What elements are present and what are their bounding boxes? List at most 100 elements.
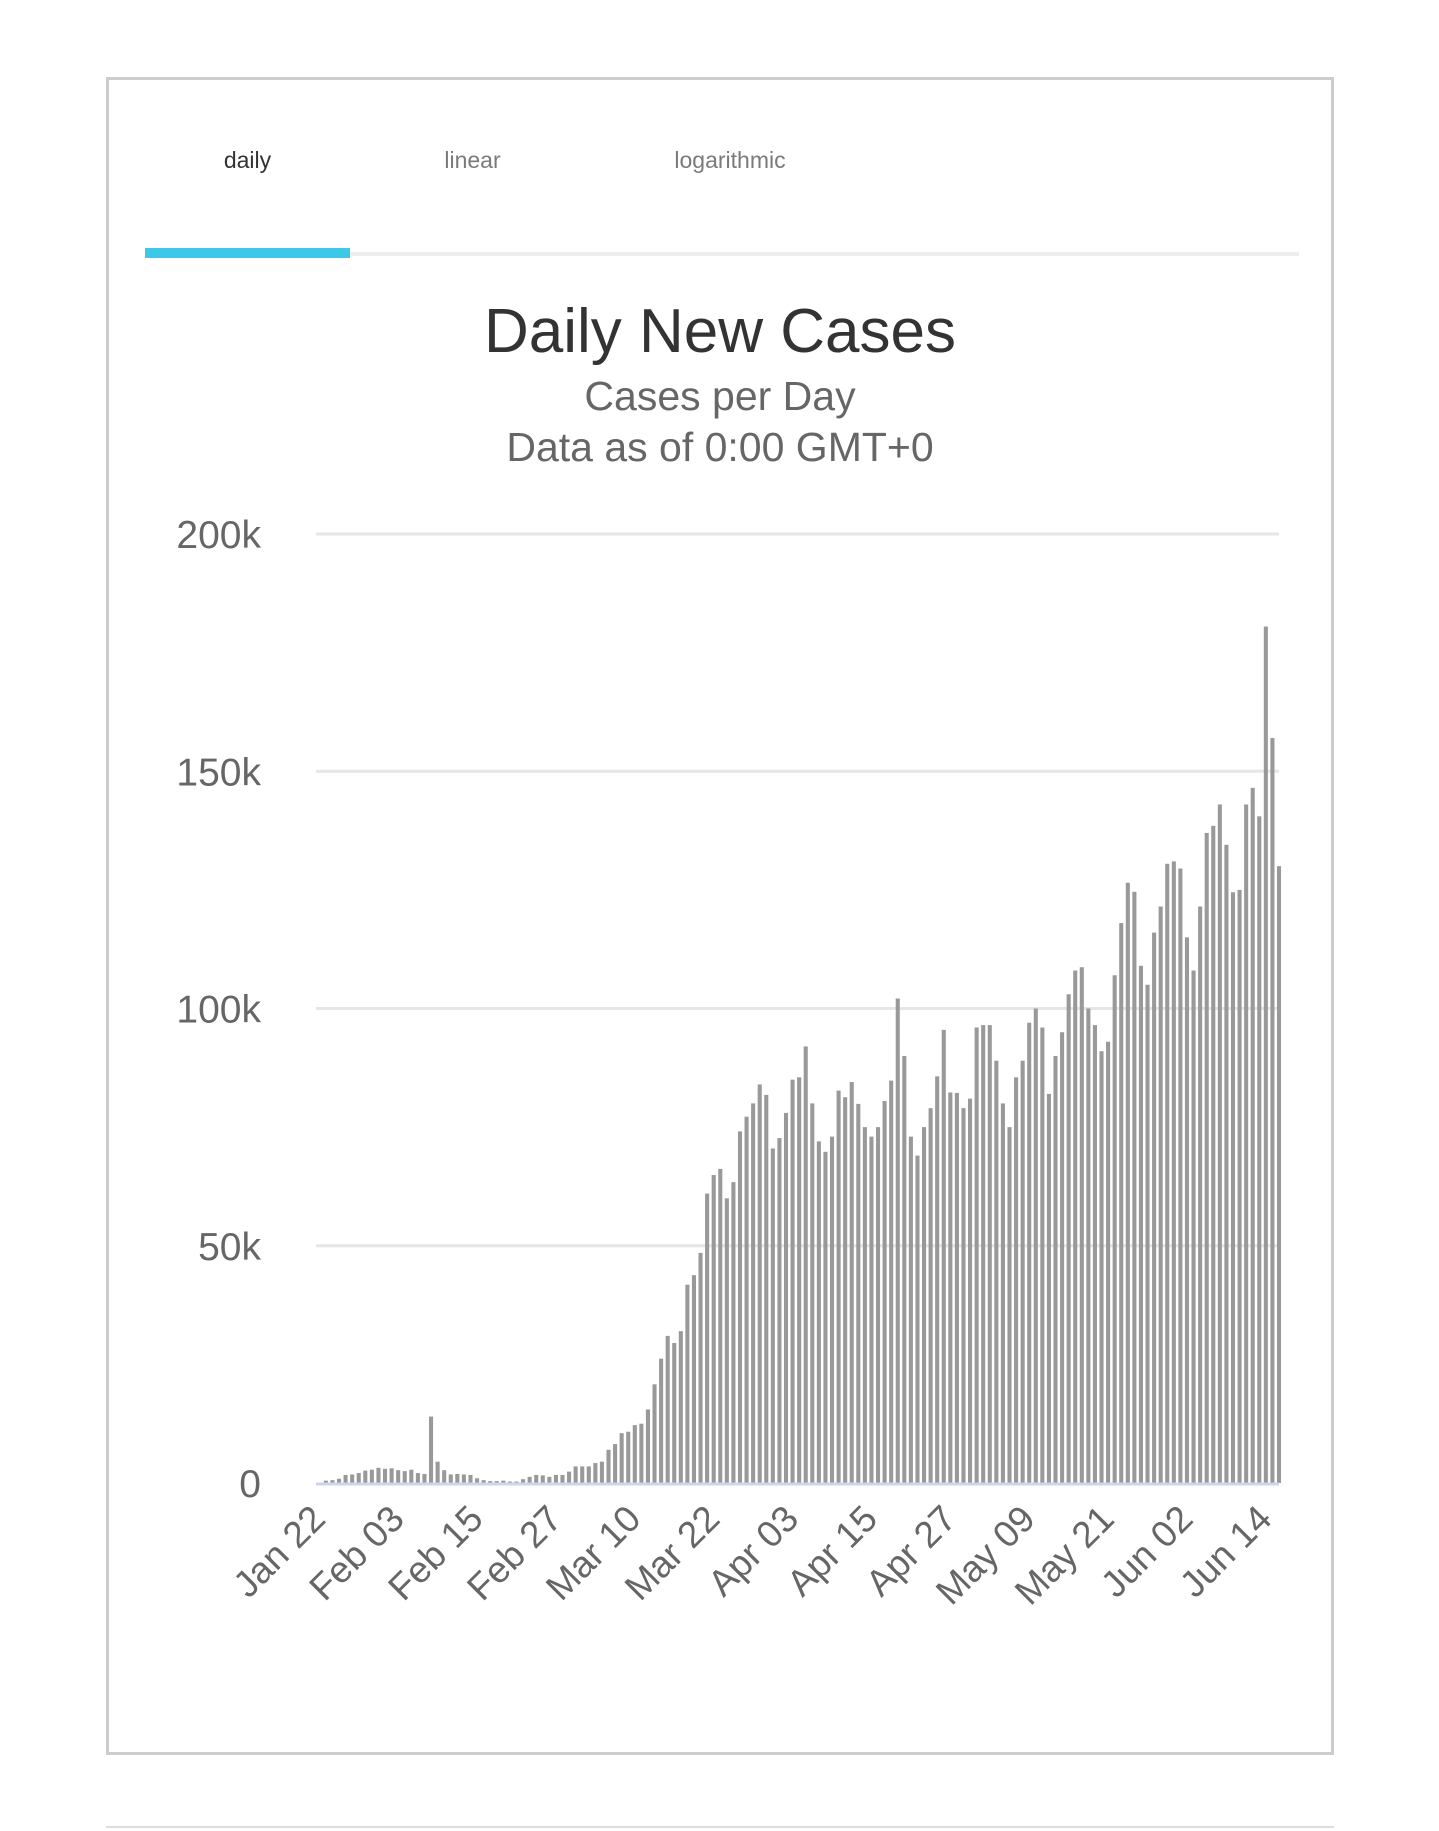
bar[interactable] (718, 1168, 723, 1483)
bar[interactable] (1191, 970, 1196, 1483)
bar[interactable] (803, 1046, 808, 1483)
bar[interactable] (619, 1433, 624, 1483)
bar[interactable] (409, 1469, 414, 1483)
bar[interactable] (665, 1335, 670, 1483)
bar[interactable] (632, 1425, 637, 1483)
bar[interactable] (382, 1468, 388, 1483)
bar[interactable] (1000, 1103, 1005, 1483)
bar[interactable] (481, 1480, 486, 1483)
bar[interactable] (711, 1175, 716, 1483)
bar[interactable] (1060, 1032, 1065, 1483)
bar[interactable] (994, 1060, 999, 1483)
bar[interactable] (889, 1080, 894, 1483)
bar[interactable] (705, 1193, 710, 1483)
bar[interactable] (363, 1470, 368, 1483)
bar[interactable] (1145, 984, 1150, 1483)
bar[interactable] (928, 1108, 933, 1483)
bar[interactable] (1224, 844, 1229, 1483)
bar[interactable] (369, 1469, 374, 1483)
bar[interactable] (402, 1471, 407, 1483)
bar[interactable] (613, 1444, 618, 1483)
bar[interactable] (783, 1112, 789, 1483)
bar[interactable] (659, 1358, 664, 1483)
bar[interactable] (1073, 970, 1078, 1483)
bar[interactable] (770, 1148, 775, 1483)
bar[interactable] (954, 1092, 959, 1483)
bar[interactable] (1204, 832, 1209, 1483)
bar[interactable] (534, 1474, 539, 1483)
bar[interactable] (908, 1136, 913, 1483)
bar[interactable] (1257, 816, 1262, 1483)
bar[interactable] (1138, 965, 1143, 1483)
bar[interactable] (724, 1198, 729, 1483)
bar[interactable] (869, 1136, 874, 1483)
bar[interactable] (1237, 889, 1242, 1484)
bar[interactable] (764, 1094, 769, 1483)
bar[interactable] (922, 1127, 927, 1484)
bar[interactable] (639, 1423, 644, 1483)
bar[interactable] (836, 1090, 841, 1483)
bar[interactable] (593, 1463, 598, 1483)
bar[interactable] (1250, 787, 1255, 1483)
tab-daily[interactable]: daily (223, 147, 272, 173)
bar[interactable] (816, 1141, 821, 1483)
bar[interactable] (626, 1431, 631, 1483)
bar[interactable] (1171, 861, 1176, 1483)
bar[interactable] (389, 1468, 394, 1483)
bar[interactable] (875, 1127, 881, 1484)
bar[interactable] (981, 1025, 986, 1483)
bar[interactable] (1158, 906, 1163, 1483)
bar[interactable] (698, 1252, 703, 1483)
bar[interactable] (527, 1476, 532, 1483)
bar[interactable] (599, 1461, 604, 1483)
bar[interactable] (1027, 1022, 1032, 1483)
bar[interactable] (882, 1101, 887, 1483)
bar[interactable] (448, 1474, 453, 1483)
bar[interactable] (823, 1151, 828, 1483)
bar[interactable] (488, 1481, 493, 1483)
bar[interactable] (501, 1480, 506, 1483)
bar[interactable] (935, 1076, 940, 1483)
bar[interactable] (1270, 738, 1275, 1483)
bar[interactable] (573, 1466, 578, 1483)
bar[interactable] (777, 1138, 782, 1483)
bar[interactable] (744, 1116, 749, 1483)
bar[interactable] (1230, 892, 1236, 1483)
bar[interactable] (974, 1027, 979, 1483)
bar[interactable] (350, 1474, 355, 1483)
bar[interactable] (987, 1025, 992, 1483)
bar[interactable] (435, 1461, 440, 1483)
bar[interactable] (672, 1343, 677, 1483)
bar[interactable] (691, 1275, 697, 1483)
bar[interactable] (1046, 1093, 1051, 1483)
bar[interactable] (948, 1092, 953, 1483)
bar[interactable] (468, 1474, 473, 1483)
bar[interactable] (343, 1474, 348, 1483)
bar[interactable] (915, 1155, 920, 1483)
bar[interactable] (514, 1481, 519, 1483)
bar[interactable] (862, 1127, 867, 1484)
bar[interactable] (455, 1473, 460, 1483)
bar[interactable] (1007, 1127, 1012, 1484)
bar[interactable] (330, 1480, 335, 1483)
bar[interactable] (1152, 932, 1157, 1483)
bar[interactable] (422, 1473, 427, 1483)
bar[interactable] (961, 1108, 966, 1483)
bar[interactable] (1053, 1055, 1058, 1483)
bar[interactable] (968, 1098, 973, 1483)
bar[interactable] (731, 1182, 736, 1483)
bar[interactable] (737, 1131, 743, 1483)
bar[interactable] (1106, 1041, 1111, 1483)
bar[interactable] (1132, 891, 1137, 1483)
bar[interactable] (1276, 866, 1282, 1483)
bar[interactable] (1092, 1025, 1097, 1483)
bar[interactable] (586, 1466, 591, 1483)
bar[interactable] (797, 1077, 802, 1483)
bar[interactable] (1119, 923, 1124, 1483)
bar[interactable] (396, 1470, 401, 1483)
bar[interactable] (415, 1473, 420, 1483)
bar[interactable] (1086, 1008, 1091, 1484)
tab-logarithmic[interactable]: logarithmic (674, 147, 786, 173)
bar[interactable] (442, 1470, 447, 1483)
bar[interactable] (829, 1136, 835, 1483)
